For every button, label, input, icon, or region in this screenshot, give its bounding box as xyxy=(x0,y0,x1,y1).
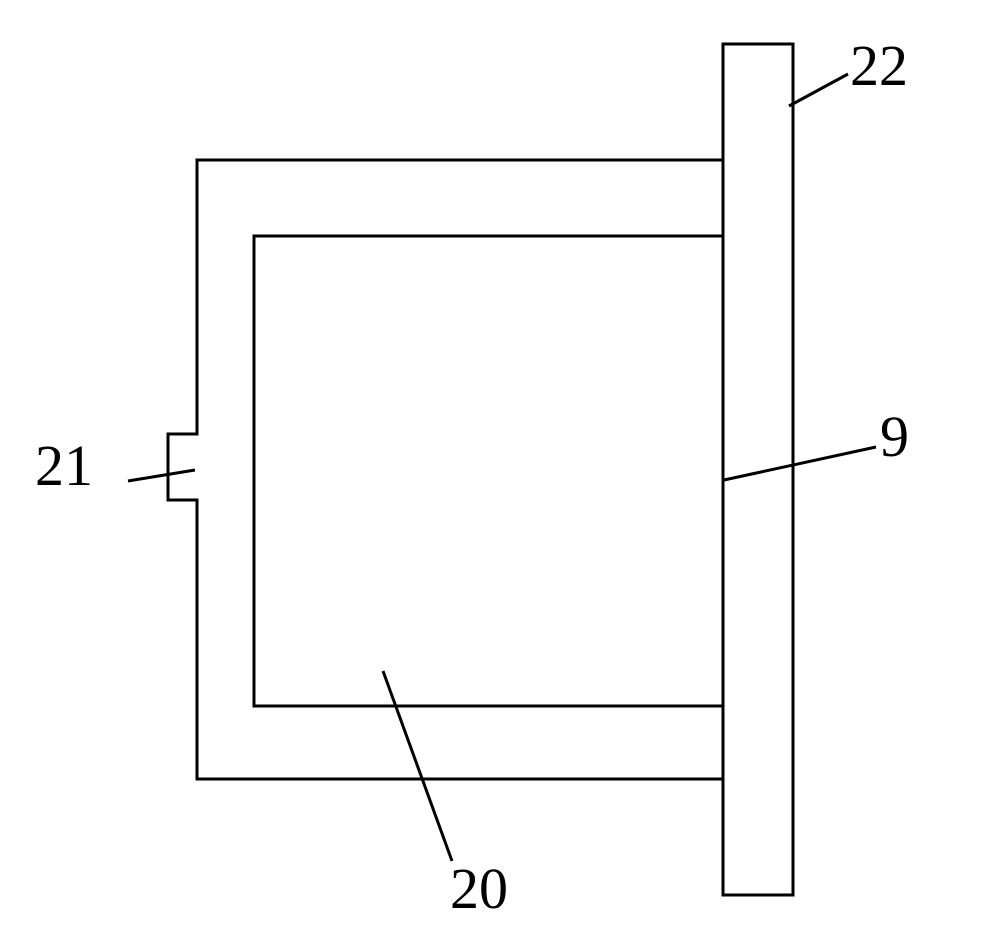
lbl-22: 22 xyxy=(850,32,908,99)
ldr-21 xyxy=(128,470,195,481)
flange xyxy=(723,44,793,895)
ldr-9 xyxy=(724,447,876,480)
outer-body xyxy=(168,160,723,779)
inner-rect xyxy=(254,236,723,706)
ldr-20 xyxy=(383,671,452,861)
lbl-20: 20 xyxy=(450,855,508,922)
ldr-22 xyxy=(789,74,848,106)
lbl-21: 21 xyxy=(35,432,93,499)
lbl-9: 9 xyxy=(880,403,909,470)
